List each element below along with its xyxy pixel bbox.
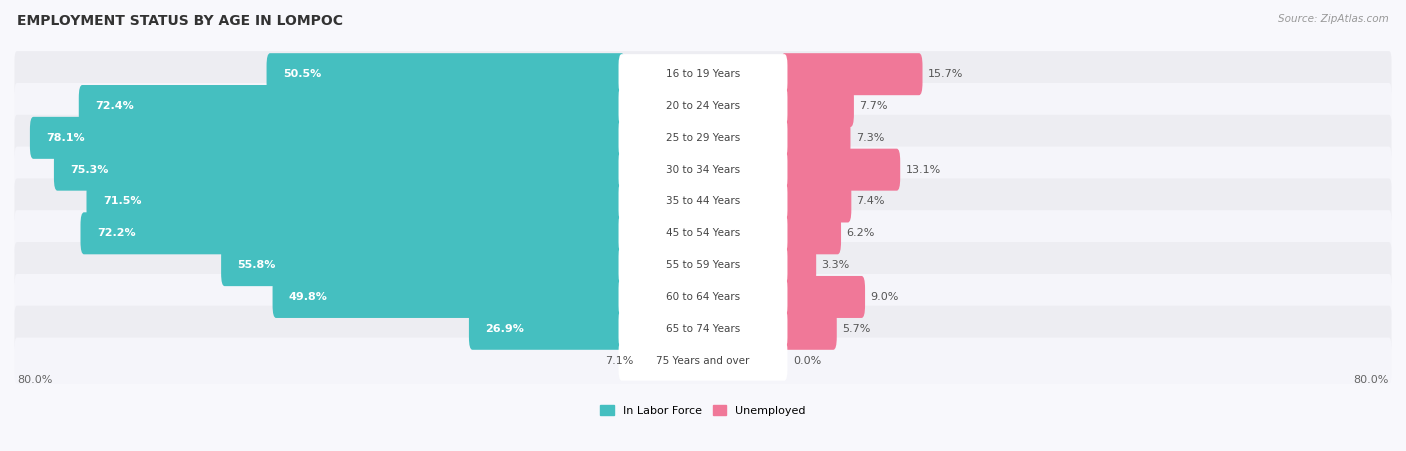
FancyBboxPatch shape: [780, 244, 815, 286]
Text: 55 to 59 Years: 55 to 59 Years: [666, 260, 740, 270]
Text: 0.0%: 0.0%: [793, 355, 821, 366]
Text: 30 to 34 Years: 30 to 34 Years: [666, 165, 740, 175]
Legend: In Labor Force, Unemployed: In Labor Force, Unemployed: [596, 400, 810, 420]
FancyBboxPatch shape: [221, 244, 626, 286]
FancyBboxPatch shape: [80, 212, 626, 254]
FancyBboxPatch shape: [619, 341, 787, 381]
Text: 20 to 24 Years: 20 to 24 Years: [666, 101, 740, 111]
Text: 49.8%: 49.8%: [288, 292, 328, 302]
Text: 25 to 29 Years: 25 to 29 Years: [666, 133, 740, 143]
Text: 5.7%: 5.7%: [842, 324, 870, 334]
FancyBboxPatch shape: [619, 309, 787, 349]
FancyBboxPatch shape: [780, 212, 841, 254]
FancyBboxPatch shape: [619, 181, 787, 221]
Text: 7.3%: 7.3%: [856, 133, 884, 143]
Text: 6.2%: 6.2%: [846, 228, 875, 238]
FancyBboxPatch shape: [780, 117, 851, 159]
FancyBboxPatch shape: [14, 242, 1392, 288]
FancyBboxPatch shape: [619, 150, 787, 190]
FancyBboxPatch shape: [14, 179, 1392, 225]
FancyBboxPatch shape: [619, 277, 787, 317]
FancyBboxPatch shape: [619, 245, 787, 285]
FancyBboxPatch shape: [470, 308, 626, 350]
FancyBboxPatch shape: [14, 115, 1392, 161]
FancyBboxPatch shape: [780, 180, 852, 222]
Text: 15.7%: 15.7%: [928, 69, 963, 79]
Text: 7.4%: 7.4%: [856, 197, 884, 207]
FancyBboxPatch shape: [14, 337, 1392, 384]
Text: Source: ZipAtlas.com: Source: ZipAtlas.com: [1278, 14, 1389, 23]
FancyBboxPatch shape: [780, 53, 922, 95]
Text: EMPLOYMENT STATUS BY AGE IN LOMPOC: EMPLOYMENT STATUS BY AGE IN LOMPOC: [17, 14, 343, 28]
Text: 72.4%: 72.4%: [96, 101, 134, 111]
FancyBboxPatch shape: [780, 149, 900, 191]
FancyBboxPatch shape: [780, 308, 837, 350]
Text: 60 to 64 Years: 60 to 64 Years: [666, 292, 740, 302]
Text: 9.0%: 9.0%: [870, 292, 898, 302]
Text: 78.1%: 78.1%: [46, 133, 84, 143]
FancyBboxPatch shape: [14, 306, 1392, 352]
FancyBboxPatch shape: [14, 83, 1392, 129]
FancyBboxPatch shape: [87, 180, 626, 222]
Text: 16 to 19 Years: 16 to 19 Years: [666, 69, 740, 79]
FancyBboxPatch shape: [267, 53, 626, 95]
Text: 7.1%: 7.1%: [605, 355, 634, 366]
Text: 7.7%: 7.7%: [859, 101, 887, 111]
FancyBboxPatch shape: [14, 51, 1392, 97]
FancyBboxPatch shape: [273, 276, 626, 318]
Text: 80.0%: 80.0%: [17, 375, 52, 385]
Text: 3.3%: 3.3%: [821, 260, 849, 270]
FancyBboxPatch shape: [619, 118, 787, 158]
FancyBboxPatch shape: [780, 85, 853, 127]
FancyBboxPatch shape: [30, 117, 626, 159]
FancyBboxPatch shape: [14, 274, 1392, 320]
Text: 71.5%: 71.5%: [103, 197, 141, 207]
FancyBboxPatch shape: [14, 210, 1392, 256]
FancyBboxPatch shape: [619, 213, 787, 253]
Text: 45 to 54 Years: 45 to 54 Years: [666, 228, 740, 238]
FancyBboxPatch shape: [619, 86, 787, 126]
Text: 13.1%: 13.1%: [905, 165, 941, 175]
FancyBboxPatch shape: [53, 149, 626, 191]
Text: 55.8%: 55.8%: [238, 260, 276, 270]
FancyBboxPatch shape: [14, 147, 1392, 193]
FancyBboxPatch shape: [780, 276, 865, 318]
Text: 26.9%: 26.9%: [485, 324, 524, 334]
Text: 80.0%: 80.0%: [1354, 375, 1389, 385]
Text: 75 Years and over: 75 Years and over: [657, 355, 749, 366]
FancyBboxPatch shape: [619, 54, 787, 94]
Text: 35 to 44 Years: 35 to 44 Years: [666, 197, 740, 207]
Text: 50.5%: 50.5%: [283, 69, 321, 79]
Text: 72.2%: 72.2%: [97, 228, 135, 238]
Text: 75.3%: 75.3%: [70, 165, 108, 175]
Text: 65 to 74 Years: 65 to 74 Years: [666, 324, 740, 334]
FancyBboxPatch shape: [79, 85, 626, 127]
